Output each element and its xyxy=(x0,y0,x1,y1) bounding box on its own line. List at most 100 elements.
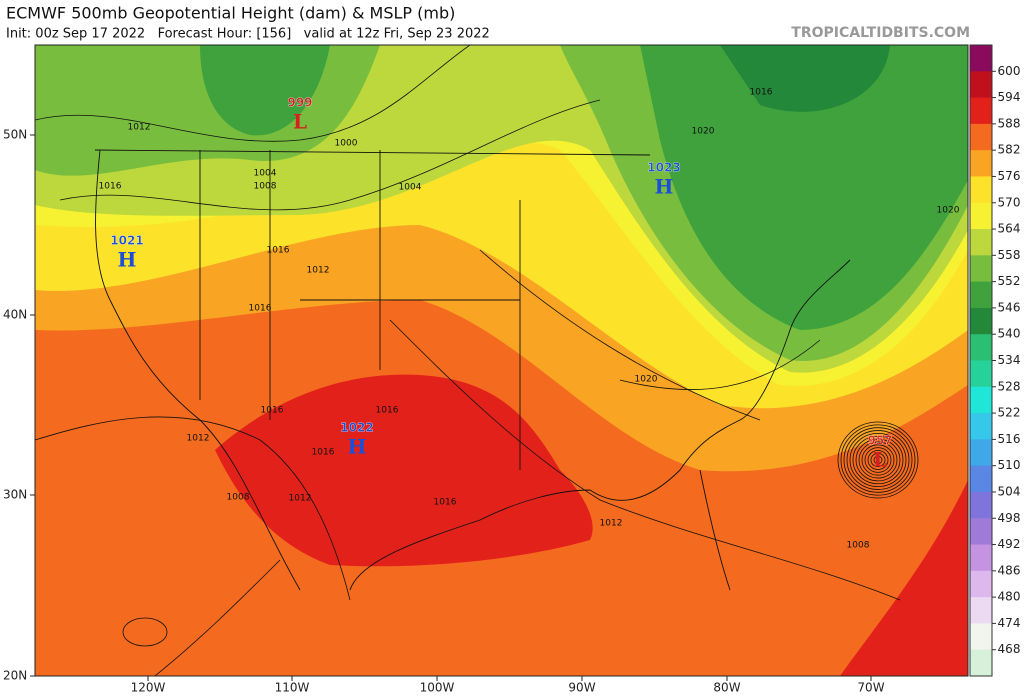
colorbar-label: 600 xyxy=(998,64,1021,78)
isobar-label: 1016 xyxy=(267,246,290,256)
latitude-label: 40N xyxy=(3,308,27,322)
height-band xyxy=(200,45,330,136)
isobar-label: 1012 xyxy=(289,494,312,504)
isobar-ring xyxy=(837,421,919,499)
isobar-label: 1004 xyxy=(254,169,277,179)
isobar-ring xyxy=(855,438,901,482)
isobar-label: 1020 xyxy=(635,375,658,385)
isobar-label: 1004 xyxy=(399,183,422,193)
isobar-ring xyxy=(861,444,895,476)
height-band xyxy=(215,374,593,567)
isobar-label: 1016 xyxy=(750,88,773,98)
longitude-label: 120W xyxy=(131,681,166,695)
color-swatch xyxy=(970,123,992,151)
colorbar-label: 552 xyxy=(998,274,1021,288)
isobar-label: 1016 xyxy=(249,304,272,314)
isobar-ring xyxy=(873,455,883,465)
color-swatch xyxy=(970,307,992,335)
color-swatch xyxy=(970,649,992,677)
isobar-label: 1012 xyxy=(600,519,623,529)
isobar-label: 1008 xyxy=(227,493,250,503)
isobar-ring xyxy=(843,427,913,493)
color-swatch xyxy=(970,570,992,598)
color-swatch xyxy=(970,229,992,256)
colorbar-label: 492 xyxy=(998,537,1021,551)
colorbar-label: 474 xyxy=(998,616,1021,630)
center-type: H xyxy=(118,248,137,272)
colorbar-label: 564 xyxy=(998,222,1021,236)
colorbar-label: 504 xyxy=(998,484,1021,498)
longitude-label: 110W xyxy=(275,681,310,695)
colorbar-label: 570 xyxy=(998,195,1021,209)
isobar-label: 1020 xyxy=(692,127,715,137)
color-swatch xyxy=(970,150,992,177)
map xyxy=(34,44,969,677)
isobar-label: 1016 xyxy=(99,182,122,192)
isobar-label: 1008 xyxy=(254,182,277,192)
colorbar-label: 516 xyxy=(998,432,1021,446)
latitude-label: 20N xyxy=(3,669,27,683)
color-swatch xyxy=(970,71,992,99)
color-swatch xyxy=(970,97,992,125)
color-swatch xyxy=(970,413,992,440)
colorbar-label: 582 xyxy=(998,143,1021,157)
isobar-ring xyxy=(840,424,916,496)
color-swatch xyxy=(970,360,992,388)
source-watermark: TROPICALTIDBITS.COM xyxy=(791,25,970,41)
height-band xyxy=(640,45,968,330)
colorbar-label: 486 xyxy=(998,563,1021,577)
isobar-label: 1016 xyxy=(261,406,284,416)
colorbar-label: 588 xyxy=(998,116,1021,130)
color-swatch xyxy=(970,255,992,283)
color-swatch xyxy=(970,491,992,519)
center-type: L xyxy=(293,110,307,134)
color-swatch xyxy=(970,281,992,309)
title: ECMWF 500mb Geopotential Height (dam) & … xyxy=(6,4,455,23)
color-swatch xyxy=(970,45,992,72)
colorbar-label: 498 xyxy=(998,511,1021,525)
isobar-label: 1008 xyxy=(847,541,870,551)
colorbar-label: 546 xyxy=(998,300,1021,314)
height-band xyxy=(840,480,968,676)
isobar-label: 1012 xyxy=(307,266,330,276)
isobar-label: 1016 xyxy=(376,406,399,416)
color-swatch xyxy=(970,544,992,572)
center-type: L xyxy=(873,448,887,472)
color-swatch xyxy=(970,518,992,546)
isobar-ring xyxy=(849,432,907,487)
isobar-ring xyxy=(867,450,889,470)
longitude-label: 90W xyxy=(568,681,595,695)
longitude-label: 70W xyxy=(857,681,884,695)
color-swatch xyxy=(970,334,992,361)
color-swatch xyxy=(970,202,992,230)
isobar-label: 1012 xyxy=(187,434,210,444)
color-swatch xyxy=(970,439,992,467)
center-type: H xyxy=(655,175,674,199)
center-type: H xyxy=(348,435,367,459)
center-pressure: 1023 xyxy=(647,161,680,175)
isobar-label: 1016 xyxy=(312,448,335,458)
isobar-ring xyxy=(864,447,892,473)
color-swatch xyxy=(970,597,992,624)
colorbar-label: 480 xyxy=(998,590,1021,604)
isobar-ring xyxy=(846,430,910,490)
map-frame xyxy=(34,44,969,677)
isobar-ring xyxy=(870,452,886,468)
height-band xyxy=(720,45,890,112)
isobar-ring xyxy=(858,441,898,479)
colorbar-label: 534 xyxy=(998,353,1021,367)
isobar-ring xyxy=(852,435,904,485)
colorbar-label: 510 xyxy=(998,458,1021,472)
colorbar-label: 576 xyxy=(998,169,1021,183)
center-pressure: 1022 xyxy=(340,421,373,435)
colorbar-label: 594 xyxy=(998,90,1021,104)
colorbar-label: 558 xyxy=(998,248,1021,262)
isobar-label: 1016 xyxy=(434,498,457,508)
longitude-label: 100W xyxy=(420,681,455,695)
color-swatch xyxy=(970,386,992,414)
center-pressure: 957 xyxy=(867,434,892,448)
colorbar-label: 528 xyxy=(998,379,1021,393)
colorbar-label: 522 xyxy=(998,406,1021,420)
center-pressure: 1021 xyxy=(110,234,143,248)
